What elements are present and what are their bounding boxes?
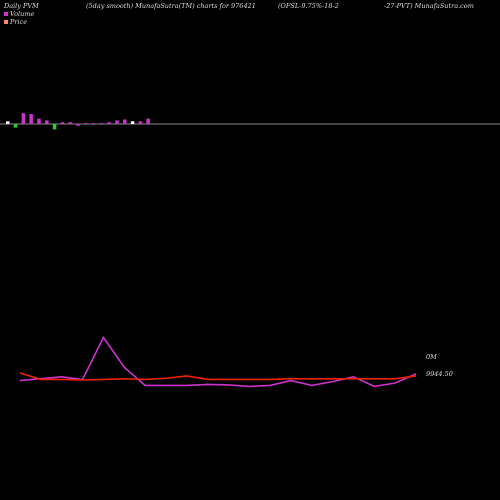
legend-item-price: Price [4, 18, 27, 26]
volume-bar [37, 118, 41, 124]
volume-bar [123, 119, 127, 124]
volume-bar [130, 121, 135, 124]
volume-bar [115, 120, 119, 124]
chart-title-part-1: Daily PVM [4, 2, 39, 10]
volume-bar [107, 122, 111, 124]
volume-bar [6, 121, 10, 124]
price-line [19, 372, 417, 381]
chart-title-part-2: (5day smooth) MunafaSutra(TM) charts for… [86, 2, 256, 10]
volume-axis-label: 0M [426, 353, 437, 361]
legend-label-price: Price [10, 18, 28, 26]
chart-title-part-4: -27-PVT) MunafaSutra.com [384, 2, 474, 10]
volume-bars [6, 113, 150, 130]
chart-title-part-3: (OFSL-9.75%-18-2 [278, 2, 339, 10]
volume-bar [60, 122, 65, 124]
volume-bar [84, 123, 88, 124]
legend-item-volume: Volume [4, 10, 34, 18]
volume-bar [138, 121, 143, 124]
volume-bar [76, 124, 80, 126]
volume-bar [146, 118, 150, 124]
volume-line [19, 335, 417, 388]
legend-label-volume: Volume [10, 10, 35, 18]
volume-bar [21, 113, 26, 124]
volume-bar [99, 123, 104, 124]
volume-bar [45, 120, 49, 124]
volume-bar [52, 124, 57, 130]
volume-bar [13, 124, 18, 128]
price-swatch [4, 20, 8, 24]
volume-bar [91, 123, 96, 124]
price-axis-label: 9944.50 [426, 370, 453, 378]
volume-bar [68, 122, 72, 124]
volume-bar [29, 114, 33, 124]
volume-swatch [4, 12, 8, 16]
